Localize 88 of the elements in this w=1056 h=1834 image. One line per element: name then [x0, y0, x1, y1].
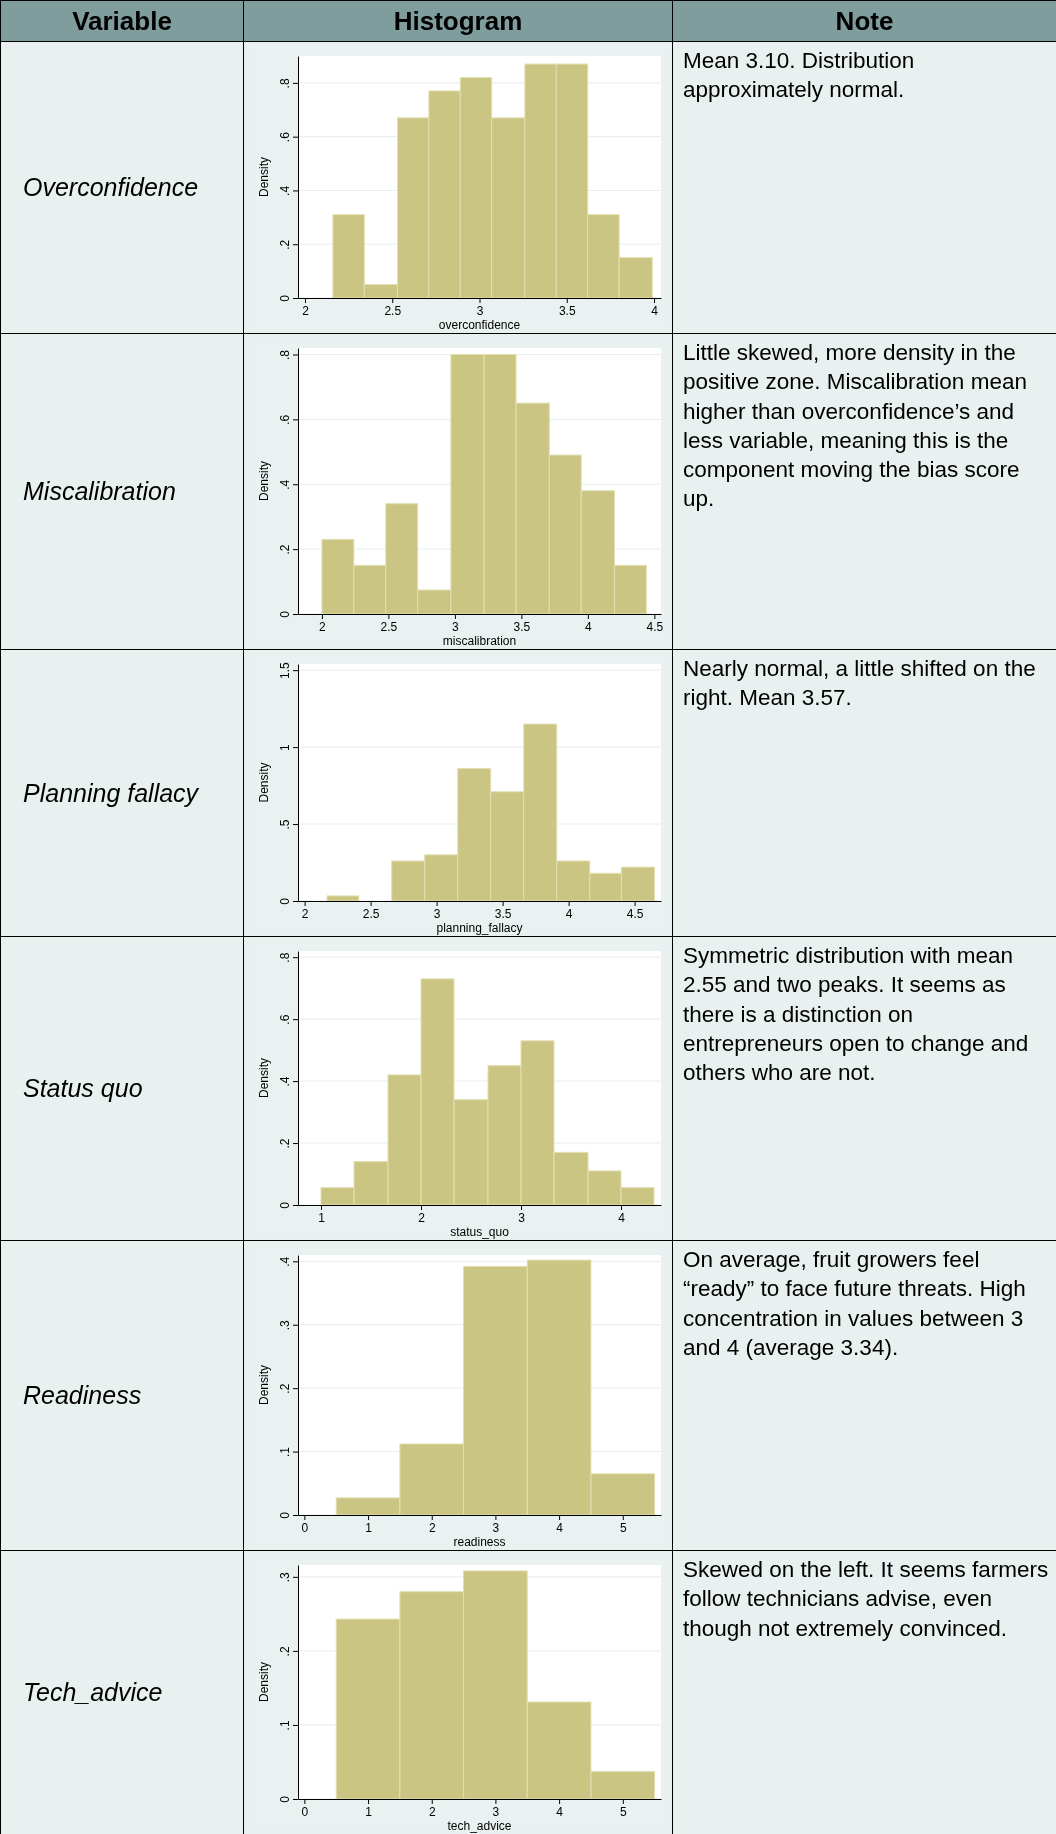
- y-tick-label: .6: [278, 1014, 292, 1025]
- y-tick-label: .5: [278, 819, 292, 830]
- x-tick-label: 2: [301, 906, 309, 921]
- y-tick-label: 0: [278, 610, 292, 618]
- x-tick-label: 2.5: [384, 303, 402, 318]
- x-tick-label: 4: [618, 1210, 626, 1225]
- x-tick-label: 2: [428, 1520, 436, 1535]
- text: Overconfidence: [0, 41, 244, 334]
- y-axis-title: Density: [257, 156, 271, 198]
- y-tick-label: .8: [278, 78, 292, 89]
- x-tick-label: 4: [565, 906, 573, 921]
- y-tick-label: .4: [278, 185, 292, 196]
- text: Status quo: [0, 936, 244, 1241]
- text: Little skewed, more density in the positive zone. Miscalibration mean higher than overconfidence’s and less variable, meaning this is the component moving the bias score up.: [672, 333, 1056, 650]
- x-tick-label: 3.5: [513, 619, 531, 634]
- x-tick-label: 2.5: [362, 906, 380, 921]
- y-tick-label: .2: [278, 1383, 292, 1394]
- y-tick-label: 0: [278, 294, 292, 302]
- text: Variable: [0, 0, 244, 42]
- x-tick-label: 2: [302, 303, 310, 318]
- text: Mean 3.10. Distribution approximately normal.: [672, 41, 1056, 334]
- x-tick-label: 2.5: [380, 619, 398, 634]
- y-axis-title: Density: [257, 460, 271, 502]
- x-tick-label: 3: [433, 906, 441, 921]
- x-axis-title: overconfidence: [438, 318, 521, 332]
- y-tick-label: .1: [278, 1446, 292, 1458]
- x-tick-label: 3.5: [558, 303, 576, 318]
- y-tick-label: .4: [278, 1076, 292, 1087]
- text: Note: [672, 0, 1056, 42]
- y-tick-label: 1: [278, 743, 292, 751]
- y-tick-label: .6: [278, 414, 292, 425]
- x-axis-title: status_quo: [450, 1225, 510, 1239]
- x-axis-title: miscalibration: [442, 634, 517, 648]
- y-tick-label: .2: [278, 1646, 292, 1657]
- y-tick-label: .6: [278, 131, 292, 143]
- y-tick-label: .1: [278, 1720, 292, 1731]
- text: Nearly normal, a little shifted on the right. Mean 3.57.: [672, 649, 1056, 937]
- x-tick-label: 3: [476, 303, 484, 318]
- x-tick-label: 1: [318, 1210, 326, 1225]
- y-tick-label: 0: [278, 897, 292, 905]
- y-tick-label: .2: [278, 1138, 292, 1149]
- x-tick-label: 5: [619, 1520, 627, 1535]
- x-axis-title: tech_advice: [447, 1819, 512, 1833]
- x-tick-label: 2: [418, 1210, 426, 1225]
- x-tick-label: 3: [452, 619, 460, 634]
- text: Readiness: [0, 1240, 244, 1551]
- y-tick-label: .2: [278, 239, 292, 250]
- x-tick-label: 3: [492, 1804, 500, 1819]
- y-axis-title: Density: [257, 1364, 271, 1406]
- x-tick-label: 2: [428, 1804, 436, 1819]
- y-tick-label: .4: [278, 1256, 292, 1267]
- text: Histogram: [243, 0, 673, 42]
- y-tick-label: .8: [278, 349, 292, 360]
- y-tick-label: .2: [278, 544, 292, 555]
- y-tick-label: .4: [278, 479, 292, 490]
- x-tick-label: 2: [319, 619, 327, 634]
- x-tick-label: 1: [365, 1520, 373, 1535]
- text: Skewed on the left. It seems farmers follow technicians advise, even though not extremely convinced.: [672, 1550, 1056, 1834]
- y-tick-label: .8: [278, 952, 292, 963]
- y-tick-label: .3: [278, 1319, 292, 1331]
- x-tick-label: 4.5: [646, 619, 664, 634]
- x-tick-label: 5: [619, 1804, 627, 1819]
- text: Planning fallacy: [0, 649, 244, 937]
- y-tick-label: 0: [278, 1201, 292, 1209]
- y-tick-label: 1.5: [278, 661, 292, 679]
- y-tick-label: 0: [278, 1511, 292, 1519]
- y-tick-label: .3: [278, 1572, 292, 1583]
- x-tick-label: 3: [518, 1210, 526, 1225]
- x-tick-label: 4: [556, 1520, 564, 1535]
- x-axis-title: readiness: [453, 1535, 506, 1549]
- y-tick-label: 0: [278, 1795, 292, 1803]
- text: Symmetric distribution with mean 2.55 and two peaks. It seems as there is a distinction on entrepreneurs open to change and others who are not.: [672, 936, 1056, 1241]
- x-tick-label: 4.5: [626, 906, 644, 921]
- text: On average, fruit growers feel “ready” to face future threats. High concentration in values between 3 and 4 (average 3.34).: [672, 1240, 1056, 1551]
- x-tick-label: 3.5: [494, 906, 512, 921]
- text: Tech_advice: [0, 1550, 244, 1834]
- x-tick-label: 4: [556, 1804, 564, 1819]
- x-axis-title: planning_fallacy: [436, 921, 523, 935]
- y-axis-title: Density: [257, 1661, 271, 1703]
- y-axis-title: Density: [257, 1057, 271, 1099]
- x-tick-label: 3: [492, 1520, 500, 1535]
- x-tick-label: 0: [301, 1804, 309, 1819]
- x-tick-label: 4: [651, 303, 659, 318]
- text: Miscalibration: [0, 333, 244, 650]
- y-axis-title: Density: [257, 762, 271, 803]
- x-tick-label: 4: [585, 619, 593, 634]
- x-tick-label: 0: [301, 1520, 309, 1535]
- x-tick-label: 1: [365, 1804, 373, 1819]
